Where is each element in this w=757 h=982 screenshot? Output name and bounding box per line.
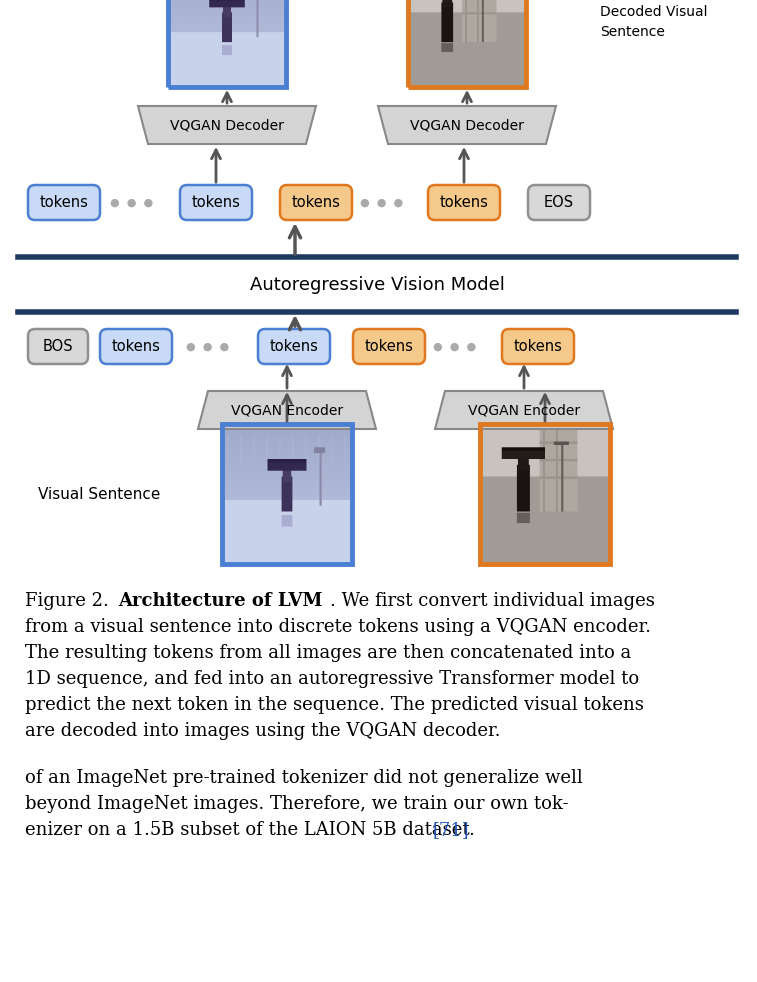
Text: Architecture of LVM: Architecture of LVM xyxy=(118,592,322,610)
Bar xyxy=(168,0,286,87)
Text: ●  ●  ●: ● ● ● xyxy=(360,197,403,207)
Text: The resulting tokens from all images are then concatenated into a: The resulting tokens from all images are… xyxy=(25,644,631,662)
Text: ●  ●  ●: ● ● ● xyxy=(186,342,229,352)
Text: 1D sequence, and fed into an autoregressive Transformer model to: 1D sequence, and fed into an autoregress… xyxy=(25,670,639,688)
Text: VQGAN Decoder: VQGAN Decoder xyxy=(170,118,284,132)
Polygon shape xyxy=(378,106,556,144)
Polygon shape xyxy=(138,106,316,144)
Text: VQGAN Decoder: VQGAN Decoder xyxy=(410,118,524,132)
FancyBboxPatch shape xyxy=(528,185,590,220)
Text: Visual Sentence: Visual Sentence xyxy=(38,486,160,502)
Text: are decoded into images using the VQGAN decoder.: are decoded into images using the VQGAN … xyxy=(25,722,500,740)
Text: ●  ●  ●: ● ● ● xyxy=(433,342,477,352)
Bar xyxy=(408,0,526,87)
Text: EOS: EOS xyxy=(544,195,574,210)
Text: Autoregressive Vision Model: Autoregressive Vision Model xyxy=(250,276,504,294)
Text: tokens: tokens xyxy=(365,339,413,354)
FancyBboxPatch shape xyxy=(428,185,500,220)
Polygon shape xyxy=(435,391,613,429)
Text: from a visual sentence into discrete tokens using a VQGAN encoder.: from a visual sentence into discrete tok… xyxy=(25,618,651,636)
Text: tokens: tokens xyxy=(291,195,341,210)
FancyBboxPatch shape xyxy=(100,329,172,364)
Polygon shape xyxy=(198,391,376,429)
Bar xyxy=(222,424,352,564)
Text: [71]: [71] xyxy=(432,821,469,839)
Text: ●  ●  ●: ● ● ● xyxy=(111,197,154,207)
Text: tokens: tokens xyxy=(111,339,160,354)
FancyBboxPatch shape xyxy=(28,329,88,364)
Text: tokens: tokens xyxy=(440,195,488,210)
FancyBboxPatch shape xyxy=(502,329,574,364)
Text: of an ImageNet pre-trained tokenizer did not generalize well: of an ImageNet pre-trained tokenizer did… xyxy=(25,769,583,787)
Text: VQGAN Encoder: VQGAN Encoder xyxy=(468,403,580,417)
Text: Figure 2.: Figure 2. xyxy=(25,592,114,610)
Text: beyond ImageNet images. Therefore, we train our own tok-: beyond ImageNet images. Therefore, we tr… xyxy=(25,795,569,813)
Bar xyxy=(480,424,610,564)
Text: tokens: tokens xyxy=(513,339,562,354)
Text: Decoded Visual
Sentence: Decoded Visual Sentence xyxy=(600,5,708,39)
FancyBboxPatch shape xyxy=(353,329,425,364)
FancyBboxPatch shape xyxy=(258,329,330,364)
FancyBboxPatch shape xyxy=(28,185,100,220)
Text: predict the next token in the sequence. The predicted visual tokens: predict the next token in the sequence. … xyxy=(25,696,644,714)
FancyBboxPatch shape xyxy=(180,185,252,220)
Text: tokens: tokens xyxy=(269,339,319,354)
Text: enizer on a 1.5B subset of the LAION 5B dataset: enizer on a 1.5B subset of the LAION 5B … xyxy=(25,821,475,839)
Text: . We first convert individual images: . We first convert individual images xyxy=(330,592,655,610)
Text: tokens: tokens xyxy=(192,195,241,210)
FancyBboxPatch shape xyxy=(280,185,352,220)
Text: tokens: tokens xyxy=(39,195,89,210)
Text: .: . xyxy=(468,821,474,839)
Text: VQGAN Encoder: VQGAN Encoder xyxy=(231,403,343,417)
Text: BOS: BOS xyxy=(42,339,73,354)
